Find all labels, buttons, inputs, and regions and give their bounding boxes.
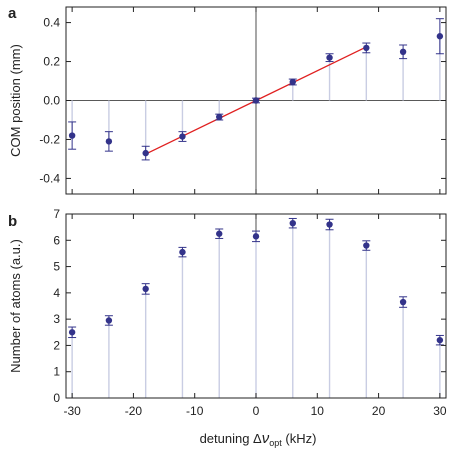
b-point-0	[68, 329, 76, 336]
a-point-8	[363, 44, 370, 52]
b-ytick-label-3: 3	[53, 312, 60, 326]
b-xtick-label-5: 20	[372, 404, 386, 418]
a-panel-letter: a	[8, 5, 17, 22]
a-ytick-label-3: 0.2	[43, 55, 60, 69]
a-point-5	[252, 97, 260, 104]
b-point-7	[326, 221, 333, 228]
b-point-2	[142, 285, 149, 293]
b-ytick-label-2: 2	[53, 338, 60, 352]
b-ytick-label-7: 7	[53, 207, 60, 221]
b-xtick-label-2: -10	[186, 404, 204, 418]
b-point-4	[216, 230, 223, 237]
a-point-9	[399, 48, 407, 56]
b-point-3	[179, 248, 186, 256]
b-point-9	[399, 298, 407, 306]
b-ytick-label-0: 0	[53, 391, 60, 405]
a-point-10	[436, 33, 444, 40]
a-point-0	[68, 132, 76, 139]
b-ytick-label-1: 1	[53, 365, 60, 379]
b-ytick-label-5: 5	[53, 260, 60, 274]
panel-a: -0.4 -0.2 0.0 0.2 0.4 a COM position (mm)	[8, 5, 447, 195]
b-point-6	[289, 220, 296, 227]
b-point-10	[436, 336, 444, 344]
a-y-axis-label: COM position (mm)	[8, 44, 23, 157]
a-ytick-label-0: -0.4	[39, 171, 60, 185]
a-ytick-label-1: -0.2	[39, 132, 60, 146]
b-xtick-label-0: -30	[63, 404, 81, 418]
b-xtick-label-4: 10	[311, 404, 325, 418]
b-point-1	[105, 317, 113, 324]
panel-b: 0 1 2 3 4 5 6 7 -30 -20 -10 0 10 20 30 b Number of atoms…	[8, 207, 447, 418]
b-xtick-label-3: 0	[253, 404, 260, 418]
a-point-6	[289, 78, 296, 86]
b-y-axis-label: Number of atoms (a.u.)	[8, 239, 23, 373]
b-panel-letter: b	[8, 213, 17, 230]
b-ytick-label-6: 6	[53, 233, 60, 247]
b-xtick-label-1: -20	[125, 404, 143, 418]
a-point-4	[216, 113, 223, 121]
b-ytick-label-4: 4	[53, 286, 60, 300]
a-ytick-label-4: 0.4	[43, 16, 60, 30]
b-point-5	[252, 233, 260, 240]
a-point-1	[105, 138, 113, 145]
a-point-3	[179, 133, 186, 140]
a-point-7	[326, 54, 333, 61]
a-ytick-label-2: 0.0	[43, 94, 60, 108]
x-axis-label: detuning Δνopt (kHz)	[200, 430, 317, 448]
b-xtick-label-6: 30	[433, 404, 447, 418]
a-point-2	[142, 149, 149, 157]
b-point-8	[363, 242, 370, 249]
